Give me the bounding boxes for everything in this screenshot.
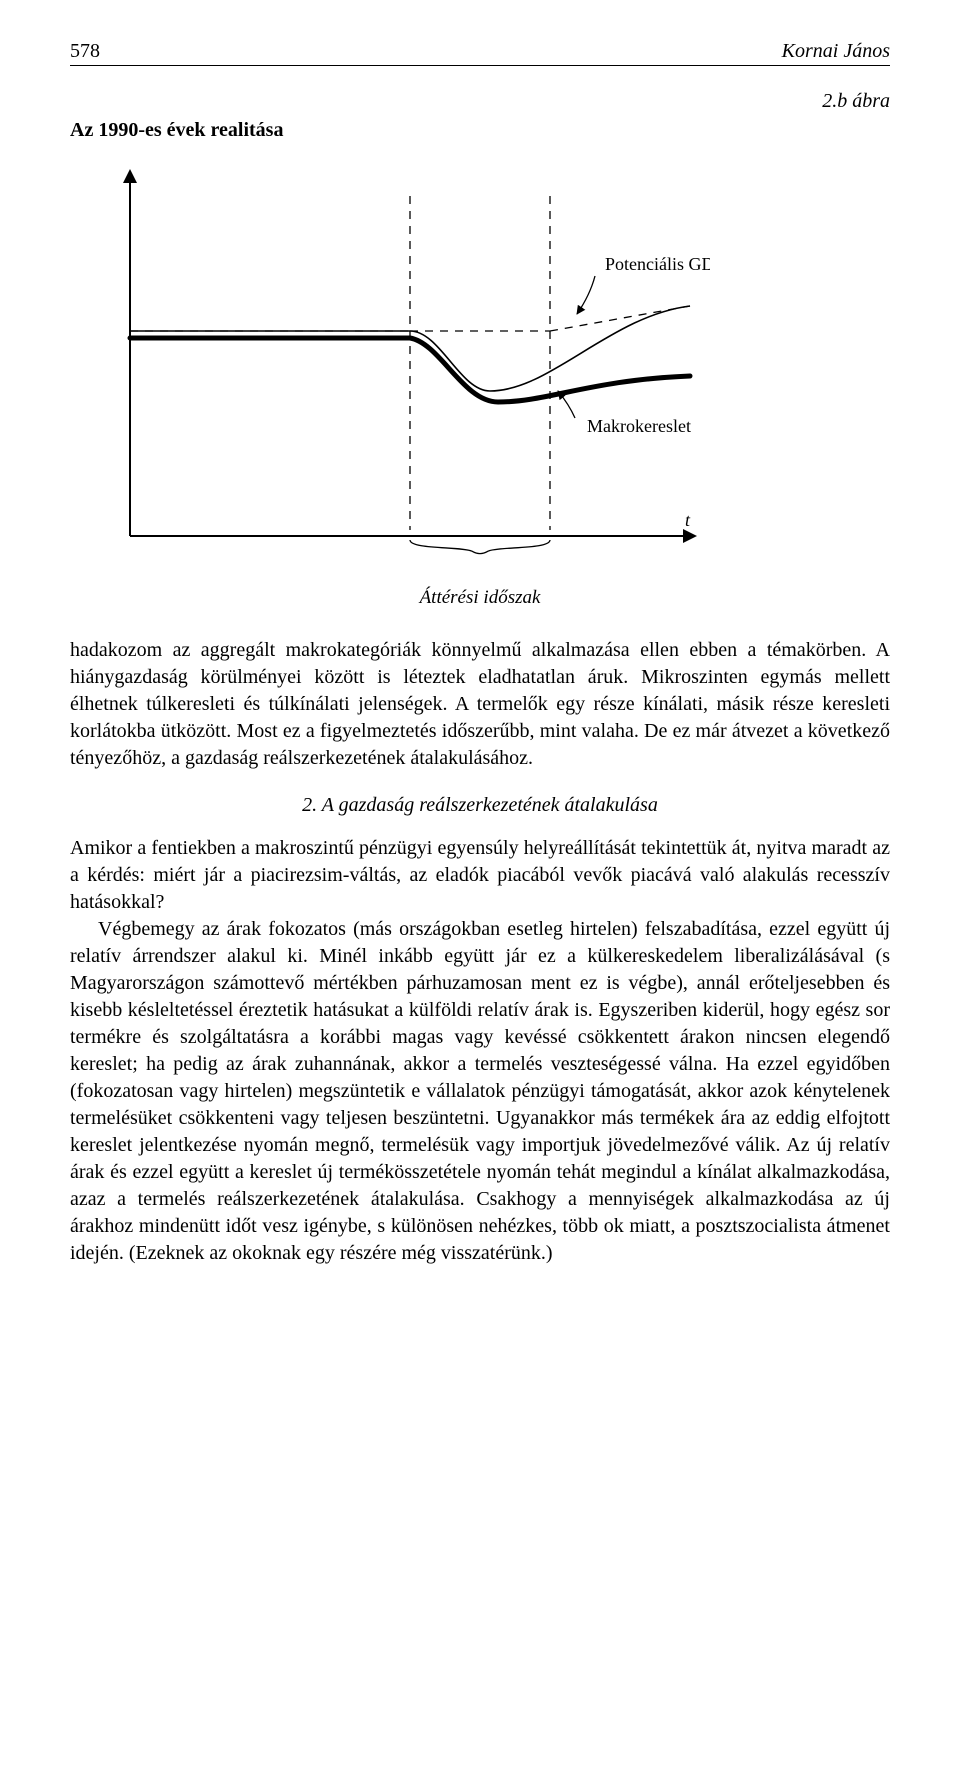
figure-caption: 2.b ábra	[70, 90, 890, 113]
svg-text:Potenciális GDP: Potenciális GDP	[605, 254, 710, 274]
figure: Potenciális GDP Makrokereslet t Áttérési i…	[70, 156, 890, 609]
page-number: 578	[70, 40, 100, 63]
svg-text:t: t	[685, 510, 691, 530]
chart-svg: Potenciális GDP Makrokereslet t	[70, 156, 710, 576]
svg-text:Makrokereslet: Makrokereslet	[587, 416, 691, 436]
section-title: 2. A gazdaság reálszerkezetének átalakul…	[70, 794, 890, 817]
running-author: Kornai János	[782, 40, 890, 63]
figure-title: Az 1990-es évek realitása	[70, 119, 890, 142]
paragraph-3: Végbemegy az árak fokozatos (más országo…	[70, 916, 890, 1267]
running-head: 578 Kornai János	[70, 40, 890, 66]
paragraph-2: Amikor a fentiekben a makroszintű pénzüg…	[70, 835, 890, 916]
paragraph-1: hadakozom az aggregált makrokategóriák k…	[70, 637, 890, 772]
page: 578 Kornai János 2.b ábra Az 1990-es éve…	[0, 0, 960, 1327]
xaxis-label: Áttérési időszak	[70, 587, 890, 609]
